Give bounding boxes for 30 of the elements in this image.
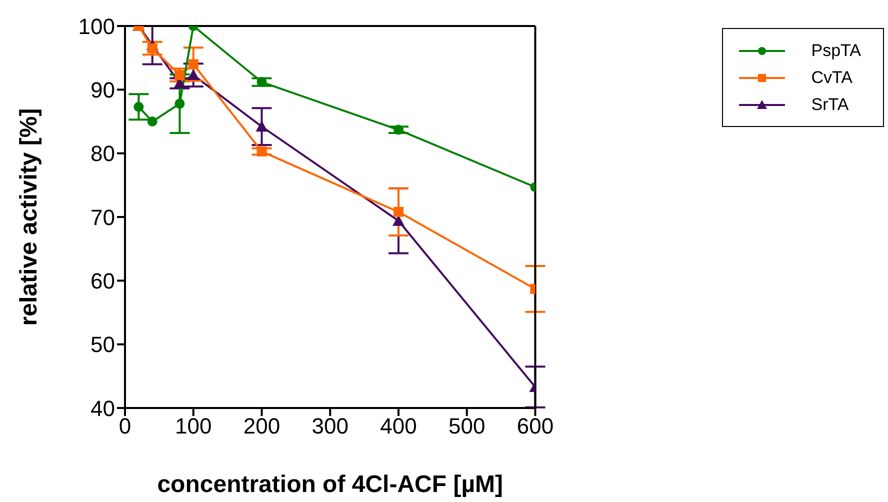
y-axis-title: relative activity [%] [16, 108, 43, 326]
y-tick-label: 100 [78, 14, 115, 39]
point [256, 77, 267, 88]
x-tick-label: 0 [118, 414, 132, 439]
point [147, 116, 158, 126]
x-tick-label: 300 [312, 414, 348, 439]
point [393, 206, 404, 217]
point [188, 59, 198, 70]
point [256, 120, 268, 132]
y-tick-label: 70 [90, 204, 115, 230]
point [187, 69, 200, 80]
legend-label: CvTA [811, 68, 852, 88]
y-tick-label: 90 [90, 77, 115, 102]
x-axis-title: concentration of 4Cl-ACF [µM] [157, 471, 504, 498]
x-tick-label: 200 [243, 414, 280, 439]
point [393, 124, 404, 135]
y-tick-label: 60 [90, 268, 115, 294]
y-tick-label: 80 [90, 141, 115, 166]
x-tick-label: 500 [448, 414, 486, 439]
point [256, 146, 267, 156]
legend-label: PspTA [811, 40, 861, 60]
x-tick-label: 400 [380, 414, 417, 439]
point [147, 43, 158, 54]
legend-label: SrTA [811, 94, 849, 114]
y-tick-label: 40 [90, 396, 115, 421]
x-tick-label: 600 [516, 414, 554, 439]
y-tick-label: 50 [90, 332, 115, 358]
x-tick-label: 100 [175, 414, 212, 439]
point [174, 98, 185, 109]
point [134, 102, 144, 112]
